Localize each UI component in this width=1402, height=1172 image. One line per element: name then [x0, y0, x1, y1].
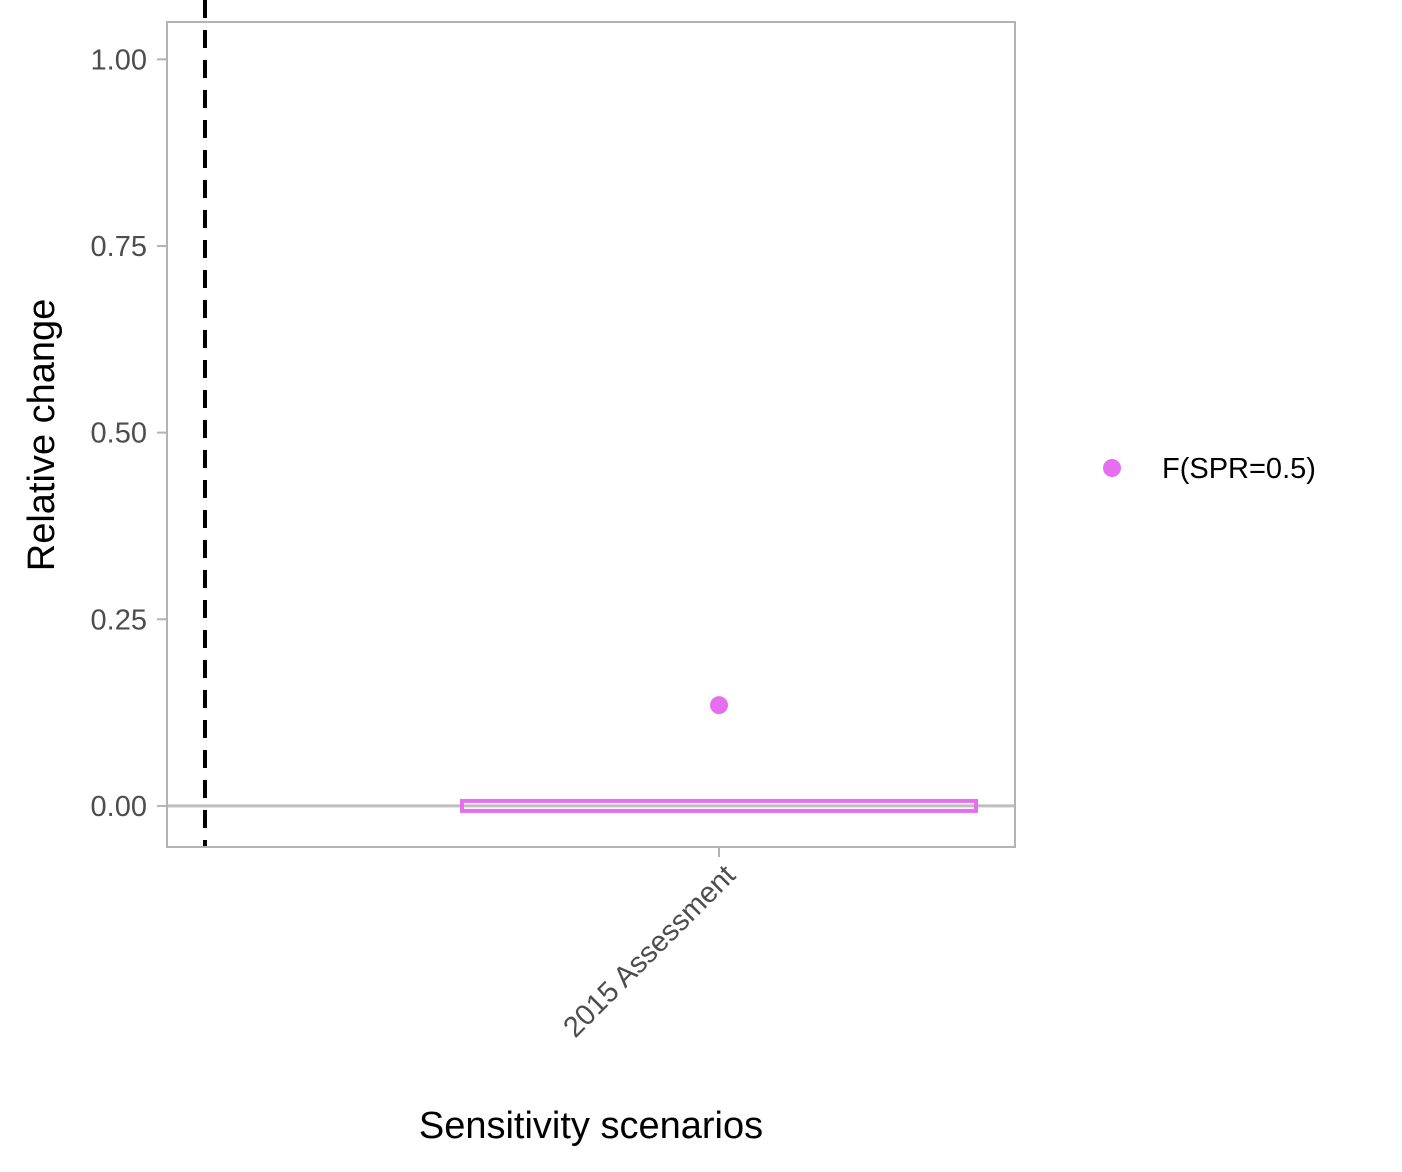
y-tick-label: 0.50	[91, 418, 147, 450]
data-point	[710, 696, 728, 715]
x-tick-label: 2015 Assessment	[557, 859, 741, 1043]
y-tick-label: 1.00	[91, 44, 147, 76]
legend: F(SPR=0.5)	[1103, 453, 1316, 485]
y-tick-label: 0.25	[91, 604, 147, 636]
y-tick-label: 0.00	[91, 791, 147, 823]
x-axis-title: Sensitivity scenarios	[419, 1105, 763, 1147]
panel-border	[166, 21, 1016, 848]
plot-area	[167, 0, 1015, 847]
y-axis-title: Relative change	[21, 299, 63, 572]
legend-marker	[1103, 459, 1121, 477]
axes: 0.00 0.25 0.50 0.75 1.00 2015 Assessment	[91, 21, 1016, 1044]
legend-label: F(SPR=0.5)	[1162, 453, 1316, 485]
interval-bar	[460, 798, 978, 813]
y-tick-label: 0.75	[91, 231, 147, 263]
